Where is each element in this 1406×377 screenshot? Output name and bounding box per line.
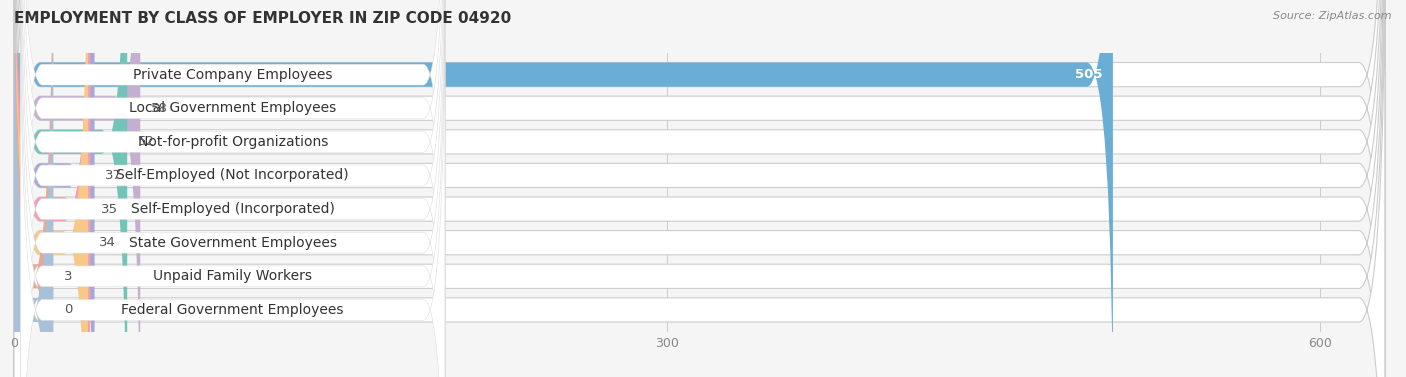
FancyBboxPatch shape [14, 0, 1385, 377]
FancyBboxPatch shape [14, 0, 1385, 377]
FancyBboxPatch shape [21, 0, 444, 377]
FancyBboxPatch shape [14, 0, 94, 377]
FancyBboxPatch shape [14, 0, 1385, 377]
Text: 58: 58 [152, 102, 169, 115]
FancyBboxPatch shape [21, 0, 444, 377]
Text: 52: 52 [138, 135, 155, 149]
FancyBboxPatch shape [14, 0, 1385, 377]
FancyBboxPatch shape [14, 0, 141, 377]
Text: 34: 34 [98, 236, 115, 249]
Text: Unpaid Family Workers: Unpaid Family Workers [153, 269, 312, 283]
FancyBboxPatch shape [14, 0, 89, 377]
FancyBboxPatch shape [14, 0, 53, 377]
FancyBboxPatch shape [21, 0, 444, 377]
FancyBboxPatch shape [21, 0, 444, 377]
FancyBboxPatch shape [21, 0, 444, 377]
Text: 37: 37 [105, 169, 122, 182]
Text: Local Government Employees: Local Government Employees [129, 101, 336, 115]
Text: EMPLOYMENT BY CLASS OF EMPLOYER IN ZIP CODE 04920: EMPLOYMENT BY CLASS OF EMPLOYER IN ZIP C… [14, 11, 512, 26]
Text: State Government Employees: State Government Employees [129, 236, 337, 250]
Text: 505: 505 [1074, 68, 1102, 81]
Text: Private Company Employees: Private Company Employees [134, 67, 332, 82]
Text: Self-Employed (Incorporated): Self-Employed (Incorporated) [131, 202, 335, 216]
FancyBboxPatch shape [14, 0, 53, 377]
FancyBboxPatch shape [14, 0, 90, 377]
FancyBboxPatch shape [21, 0, 444, 377]
Text: Self-Employed (Not Incorporated): Self-Employed (Not Incorporated) [117, 169, 349, 182]
Text: 3: 3 [65, 270, 73, 283]
FancyBboxPatch shape [14, 0, 1385, 377]
Text: Source: ZipAtlas.com: Source: ZipAtlas.com [1274, 11, 1392, 21]
Text: 35: 35 [101, 202, 118, 216]
Text: 0: 0 [65, 303, 73, 316]
FancyBboxPatch shape [14, 0, 1385, 377]
FancyBboxPatch shape [21, 0, 444, 377]
FancyBboxPatch shape [14, 0, 1114, 377]
FancyBboxPatch shape [14, 0, 127, 377]
Text: Not-for-profit Organizations: Not-for-profit Organizations [138, 135, 328, 149]
Text: Federal Government Employees: Federal Government Employees [121, 303, 344, 317]
FancyBboxPatch shape [21, 0, 444, 377]
FancyBboxPatch shape [14, 0, 1385, 377]
FancyBboxPatch shape [14, 0, 1385, 377]
